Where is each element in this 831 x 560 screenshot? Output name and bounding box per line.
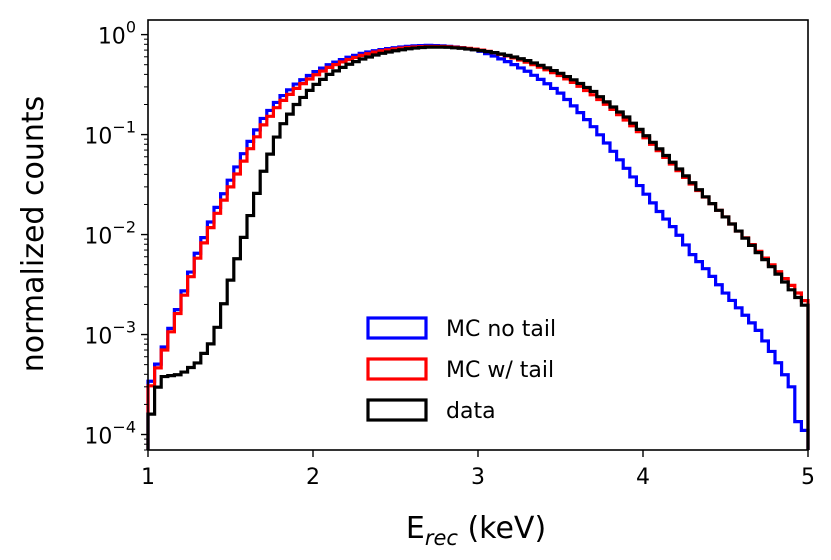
x-tick-label: 3 — [471, 465, 485, 490]
series-mc-no-tail — [146, 43, 810, 450]
series-data — [146, 45, 810, 450]
y-tick-label: 100 — [98, 18, 136, 50]
y-tick-label: 10−1 — [84, 118, 136, 150]
y-tick-label: 10−4 — [84, 418, 136, 450]
legend-swatch — [366, 316, 428, 340]
legend-label: data — [446, 399, 496, 424]
x-axis-label-main: E — [406, 511, 425, 546]
legend-swatch — [366, 357, 428, 381]
x-axis-label-subscript: rec — [425, 526, 459, 550]
y-tick-label: 10−2 — [84, 218, 136, 250]
y-tick-label: 10−3 — [84, 318, 136, 350]
series-layer — [146, 43, 810, 450]
series-mc-w-tail — [146, 44, 810, 450]
x-axis-label: Erec (keV) — [406, 511, 546, 550]
legend-label: MC no tail — [446, 317, 556, 342]
x-tick-label: 4 — [636, 465, 650, 490]
x-axis-label-unit: (keV) — [458, 511, 546, 546]
legend-label: MC w/ tail — [446, 358, 554, 383]
x-tick-label: 1 — [141, 465, 155, 490]
x-tick-label: 2 — [306, 465, 320, 490]
x-axis-ticks: 1 2 3 4 5 — [141, 450, 815, 490]
y-axis-ticks: 10−4 10−3 10−2 10−1 100 — [84, 18, 148, 451]
y-axis-label: normalized counts — [16, 96, 51, 373]
x-tick-label: 5 — [801, 465, 815, 490]
legend-swatch — [366, 398, 428, 422]
legend: MC no tail MC w/ tail data — [366, 316, 556, 424]
